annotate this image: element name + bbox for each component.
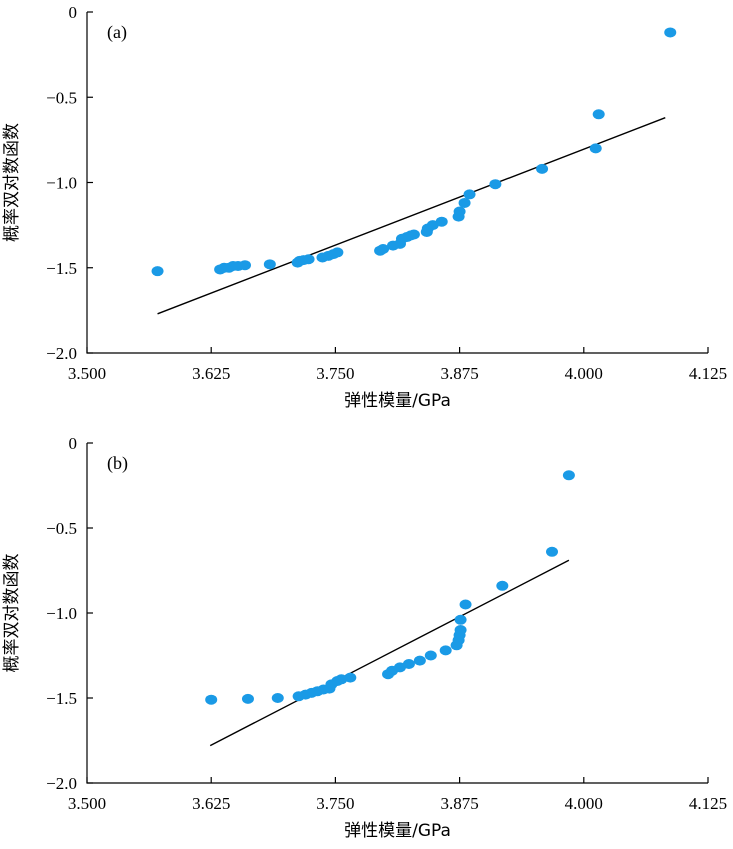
- data-point: [407, 229, 420, 240]
- data-point: [344, 672, 357, 683]
- data-point: [271, 693, 284, 703]
- data-point: [205, 694, 218, 705]
- chart-panel-b: 3.500 3.625 3.750 3.875 4.000 4.125 0 −0.5 −1.0 −…: [2, 434, 727, 841]
- data-point: [458, 197, 471, 208]
- x-tick-label: 3.500: [68, 794, 106, 813]
- data-point: [459, 599, 472, 610]
- x-tick-label: 4.000: [565, 794, 603, 813]
- y-tick-label: −1.5: [46, 689, 77, 708]
- y-axis-title: 概率双对数函数: [2, 554, 22, 673]
- data-point: [496, 580, 509, 591]
- y-tick-label: −0.5: [46, 88, 77, 107]
- data-point: [664, 27, 677, 38]
- chart-panel-a: 3.500 3.625 3.750 3.875 4.000 4.125 0 −0.5 −1.0 −…: [2, 3, 727, 411]
- data-point: [331, 247, 344, 258]
- data-point: [435, 216, 448, 227]
- fit-line: [209, 559, 570, 747]
- data-point: [402, 659, 415, 669]
- x-tick-label: 3.875: [440, 794, 478, 813]
- x-axis-title: 弹性模量/GPa: [344, 391, 451, 411]
- data-point: [426, 220, 439, 231]
- data-point: [238, 260, 251, 271]
- axis-lines: [86, 443, 708, 784]
- data-point: [592, 109, 605, 120]
- x-tick-label: 3.500: [68, 364, 106, 383]
- fit-line: [157, 117, 666, 315]
- data-point: [463, 189, 476, 200]
- data-point: [241, 693, 254, 704]
- y-tick-label: −1.0: [46, 604, 77, 623]
- data-point: [151, 266, 164, 277]
- y-tick-label: 0: [69, 3, 78, 22]
- x-tick-label: 3.625: [192, 794, 230, 813]
- data-point: [546, 546, 559, 557]
- x-tick-label: 3.875: [440, 364, 478, 383]
- y-tick-label: 0: [69, 434, 78, 453]
- x-tick-label: 3.750: [316, 364, 354, 383]
- data-point: [263, 259, 276, 270]
- y-tick-label: −2.0: [46, 344, 77, 363]
- data-point: [454, 614, 467, 625]
- panel-label: (a): [107, 22, 127, 43]
- data-point: [393, 662, 406, 673]
- y-tick-label: −0.5: [46, 519, 77, 538]
- x-axis-title: 弹性模量/GPa: [344, 821, 451, 841]
- x-tick-label: 4.000: [565, 364, 603, 383]
- data-point: [454, 625, 467, 635]
- data-point: [453, 206, 466, 217]
- data-point: [424, 650, 437, 661]
- data-point: [413, 655, 426, 666]
- y-tick-label: −1.0: [46, 174, 77, 193]
- data-point: [335, 674, 348, 685]
- data-point: [589, 143, 602, 154]
- y-tick-label: −2.0: [46, 774, 77, 793]
- x-tick-label: 3.625: [192, 364, 230, 383]
- data-point: [302, 254, 315, 265]
- axis-lines: [86, 12, 708, 354]
- x-tick-label: 4.125: [689, 794, 727, 813]
- y-axis-title: 概率双对数函数: [2, 123, 22, 242]
- x-tick-label: 4.125: [689, 364, 727, 383]
- data-point: [377, 243, 390, 254]
- data-point: [439, 645, 452, 656]
- panel-label: (b): [107, 453, 128, 474]
- data-point: [489, 179, 502, 190]
- data-point: [562, 470, 575, 481]
- x-tick-label: 3.750: [316, 794, 354, 813]
- data-point: [536, 163, 549, 174]
- y-tick-label: −1.5: [46, 259, 77, 278]
